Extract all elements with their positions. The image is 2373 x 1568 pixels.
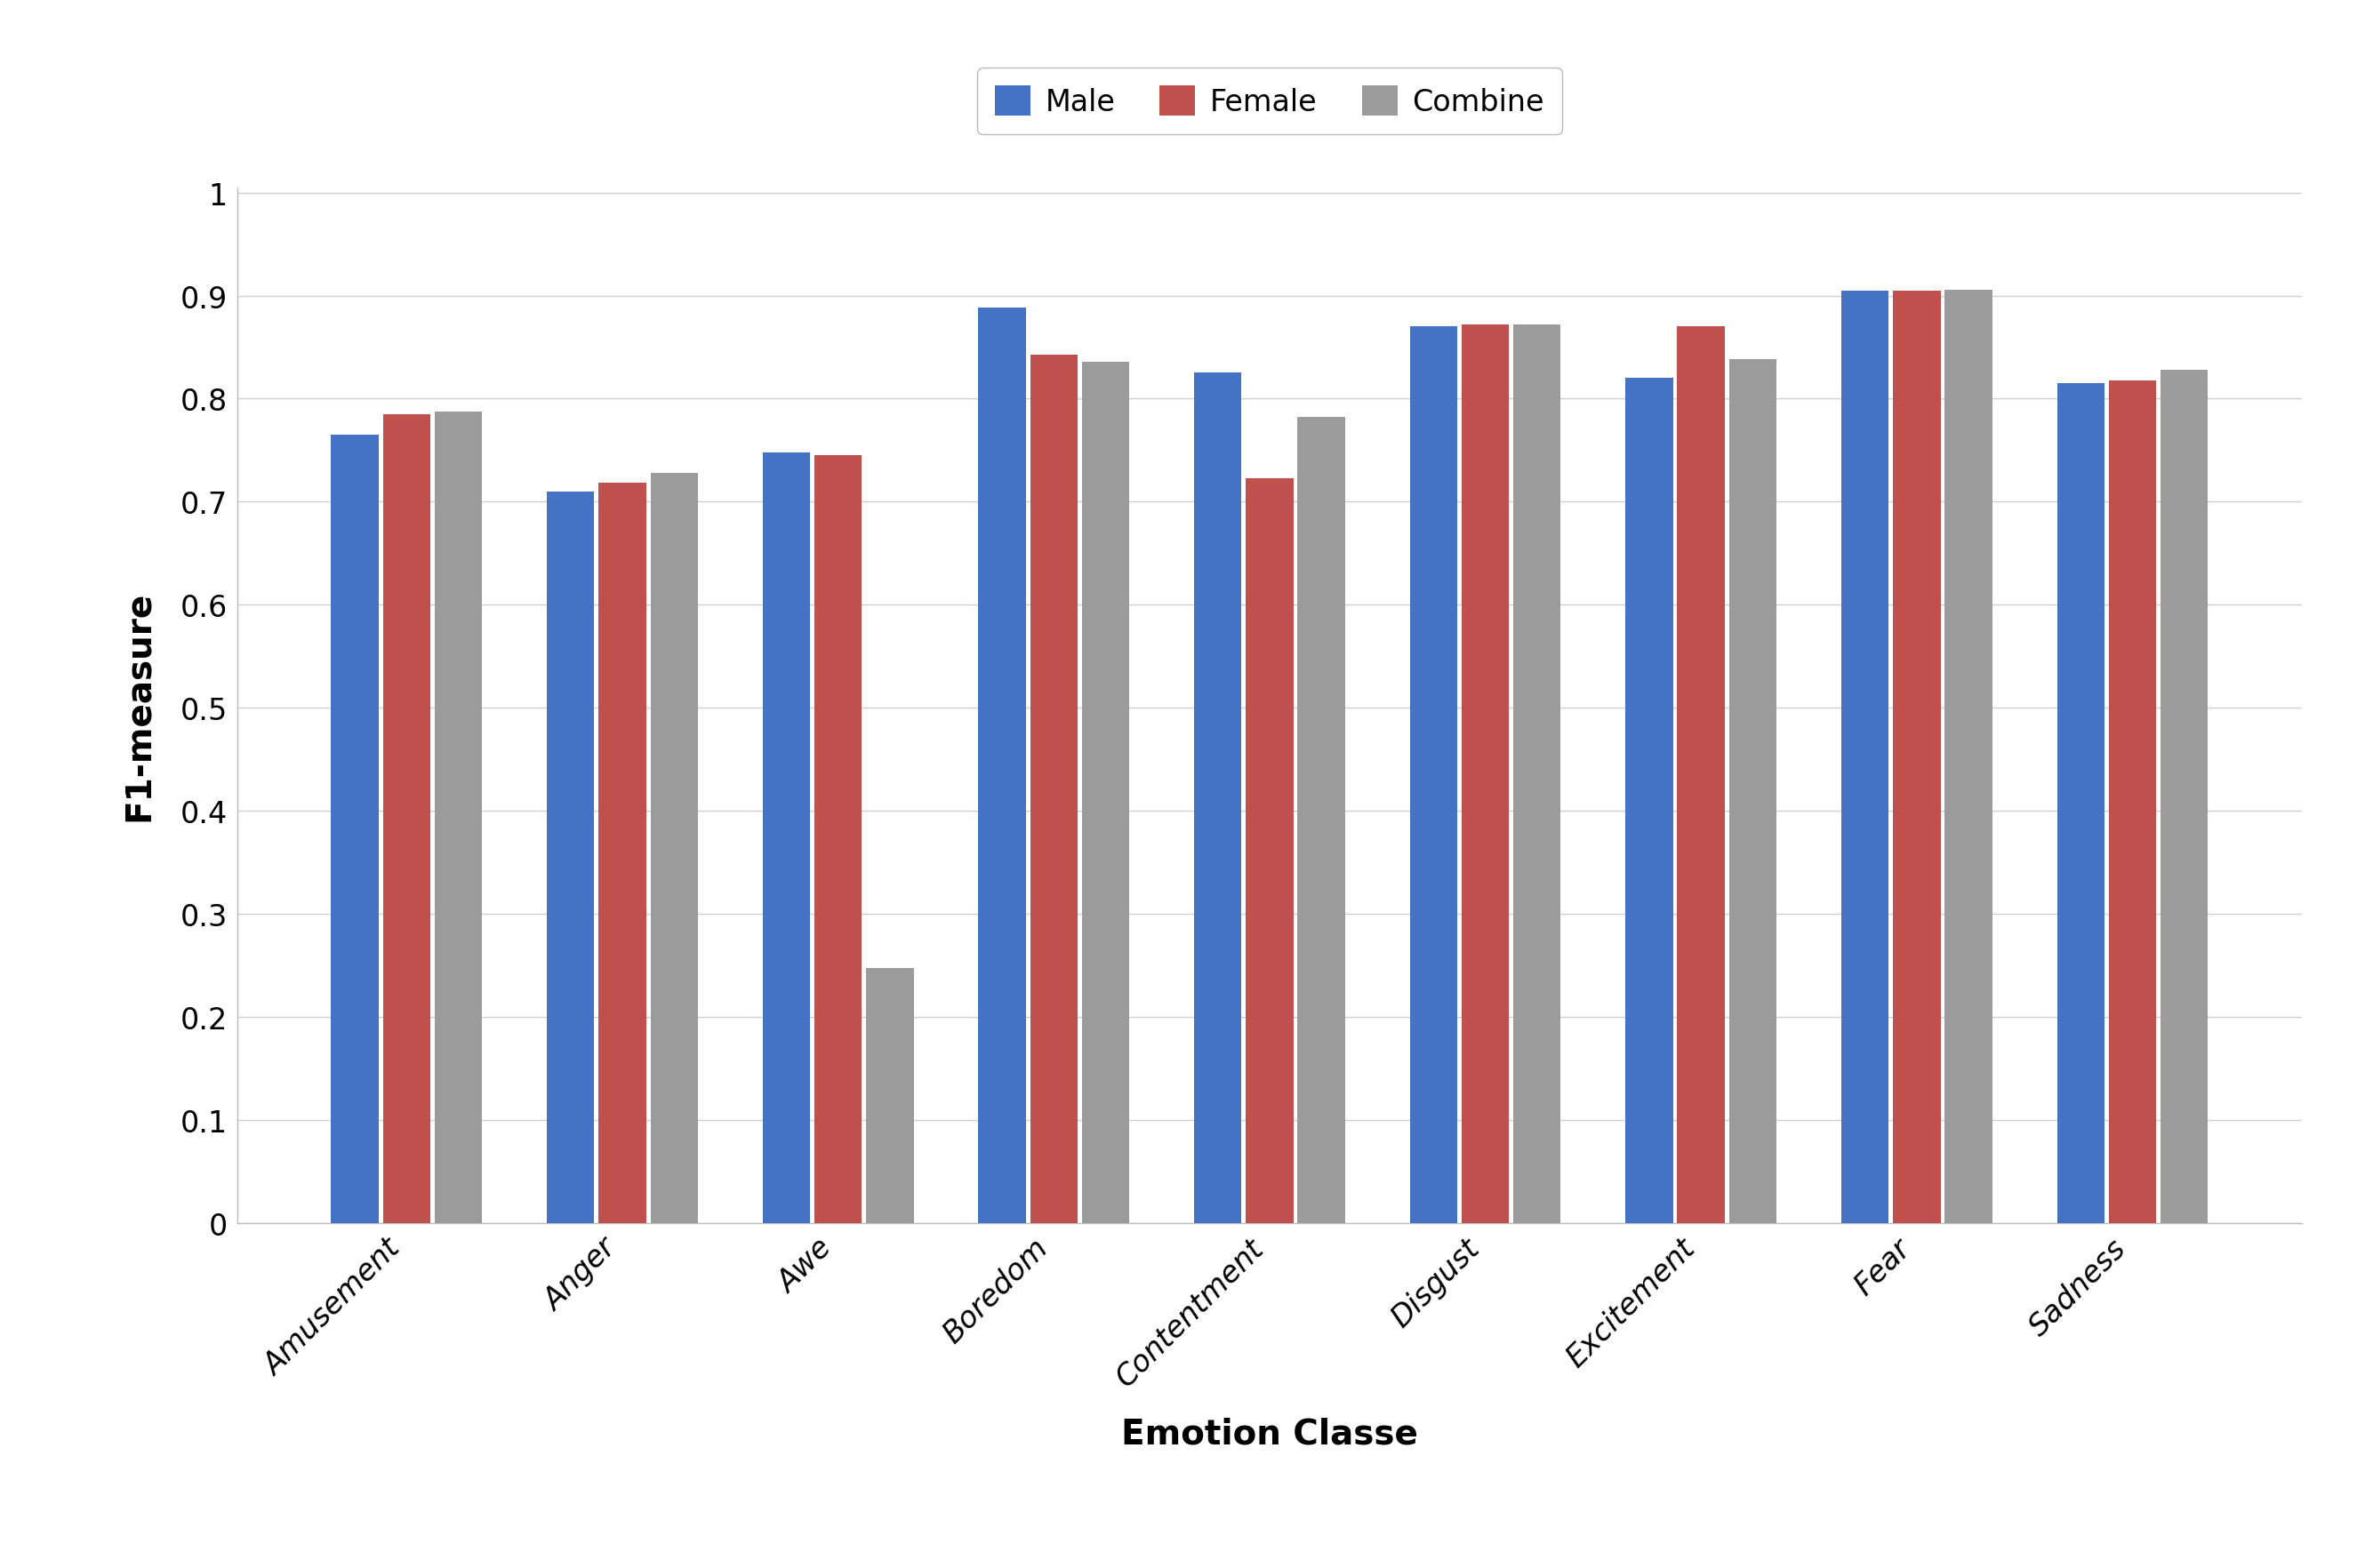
Bar	[1841, 292, 1889, 1223]
Y-axis label: F1-measure: F1-measure	[121, 591, 154, 820]
Bar	[1946, 290, 1993, 1223]
Bar	[1462, 325, 1509, 1223]
Legend: Male, Female, Combine: Male, Female, Combine	[978, 69, 1561, 135]
Bar	[598, 483, 645, 1223]
Bar	[1246, 478, 1293, 1223]
Bar	[814, 456, 861, 1223]
X-axis label: Emotion Classe: Emotion Classe	[1120, 1416, 1419, 1450]
Bar	[1730, 361, 1777, 1223]
Bar	[1894, 292, 1941, 1223]
Bar	[650, 474, 698, 1223]
Bar	[1082, 362, 1130, 1223]
Bar	[434, 412, 482, 1223]
Bar	[866, 969, 914, 1223]
Bar	[382, 414, 430, 1223]
Bar	[332, 436, 380, 1223]
Bar	[1678, 328, 1725, 1223]
Bar	[2159, 370, 2207, 1223]
Bar	[1626, 378, 1673, 1223]
Bar	[762, 453, 809, 1223]
Bar	[1194, 373, 1241, 1223]
Bar	[1030, 354, 1077, 1223]
Bar	[546, 492, 593, 1223]
Bar	[2057, 384, 2105, 1223]
Bar	[978, 309, 1025, 1223]
Bar	[1298, 417, 1345, 1223]
Bar	[1410, 328, 1457, 1223]
Bar	[2110, 381, 2157, 1223]
Bar	[1514, 325, 1561, 1223]
